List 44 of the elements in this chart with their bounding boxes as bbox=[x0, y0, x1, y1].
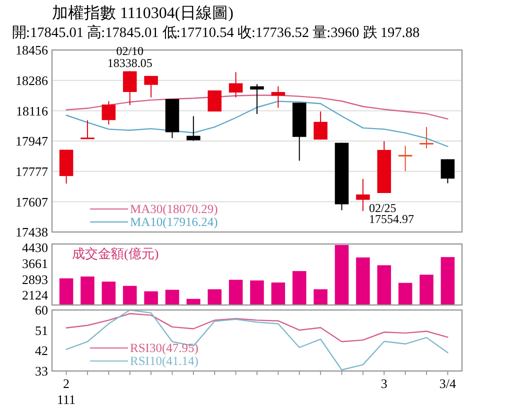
y-tick-label: 18116 bbox=[16, 103, 48, 118]
y-tick-label: 18456 bbox=[16, 42, 48, 58]
line-series bbox=[66, 313, 448, 342]
legend-label: RSI10(41.14) bbox=[130, 354, 198, 368]
legend-label: RSI30(47.95) bbox=[130, 341, 198, 355]
y-tick-label: 18286 bbox=[16, 72, 48, 88]
candlestick bbox=[144, 75, 158, 98]
chart-title: 成交金額(億元) bbox=[72, 246, 159, 261]
chart-title: 加權指數 1110304(日線圖) bbox=[52, 4, 234, 22]
annotation: 02/10 18338.05 bbox=[107, 44, 152, 70]
y-tick-label: 2124 bbox=[22, 288, 48, 303]
legend-label: MA30(18070.29) bbox=[130, 202, 218, 216]
y-tick-label: 17607 bbox=[16, 194, 48, 210]
chart-subtitle: 開:17845.01 高:17845.01 低:17710.54 收:17736.52 量:3960 跌 197.88 bbox=[12, 25, 420, 41]
candlestick bbox=[356, 178, 370, 212]
candlestick bbox=[398, 145, 412, 172]
legend-label: MA10(17916.24) bbox=[130, 215, 218, 229]
y-tick-label: 60 bbox=[35, 302, 48, 318]
candlestick bbox=[228, 72, 243, 98]
candlestick bbox=[420, 126, 434, 149]
candlestick bbox=[122, 70, 137, 106]
y-tick-label: 17438 bbox=[16, 224, 48, 240]
y-tick-label: 4430 bbox=[22, 240, 48, 255]
candlestick bbox=[440, 158, 455, 184]
candlestick bbox=[186, 116, 200, 142]
candlestick bbox=[80, 120, 94, 140]
candlestick bbox=[314, 111, 328, 140]
annotation: 02/25 17554.97 bbox=[368, 201, 414, 226]
x-tick-label: 2 bbox=[63, 376, 70, 391]
x-tick-label: 3 bbox=[380, 376, 388, 391]
x-tick-label: 3/4 bbox=[439, 376, 456, 391]
y-tick-label: 17777 bbox=[16, 164, 48, 179]
y-tick-label: 17947 bbox=[16, 134, 48, 149]
y-tick-label: 3661 bbox=[22, 256, 48, 271]
line-series bbox=[66, 309, 448, 370]
y-tick-label: 33 bbox=[35, 364, 48, 379]
candlestick bbox=[102, 100, 116, 126]
y-tick-label: 51 bbox=[35, 322, 48, 338]
y-tick-label: 2893 bbox=[22, 272, 48, 287]
y-tick-label: 42 bbox=[35, 343, 48, 358]
candlestick bbox=[250, 84, 264, 115]
line-series bbox=[66, 100, 448, 148]
candlestick bbox=[271, 86, 286, 108]
text: 111 bbox=[57, 392, 76, 407]
